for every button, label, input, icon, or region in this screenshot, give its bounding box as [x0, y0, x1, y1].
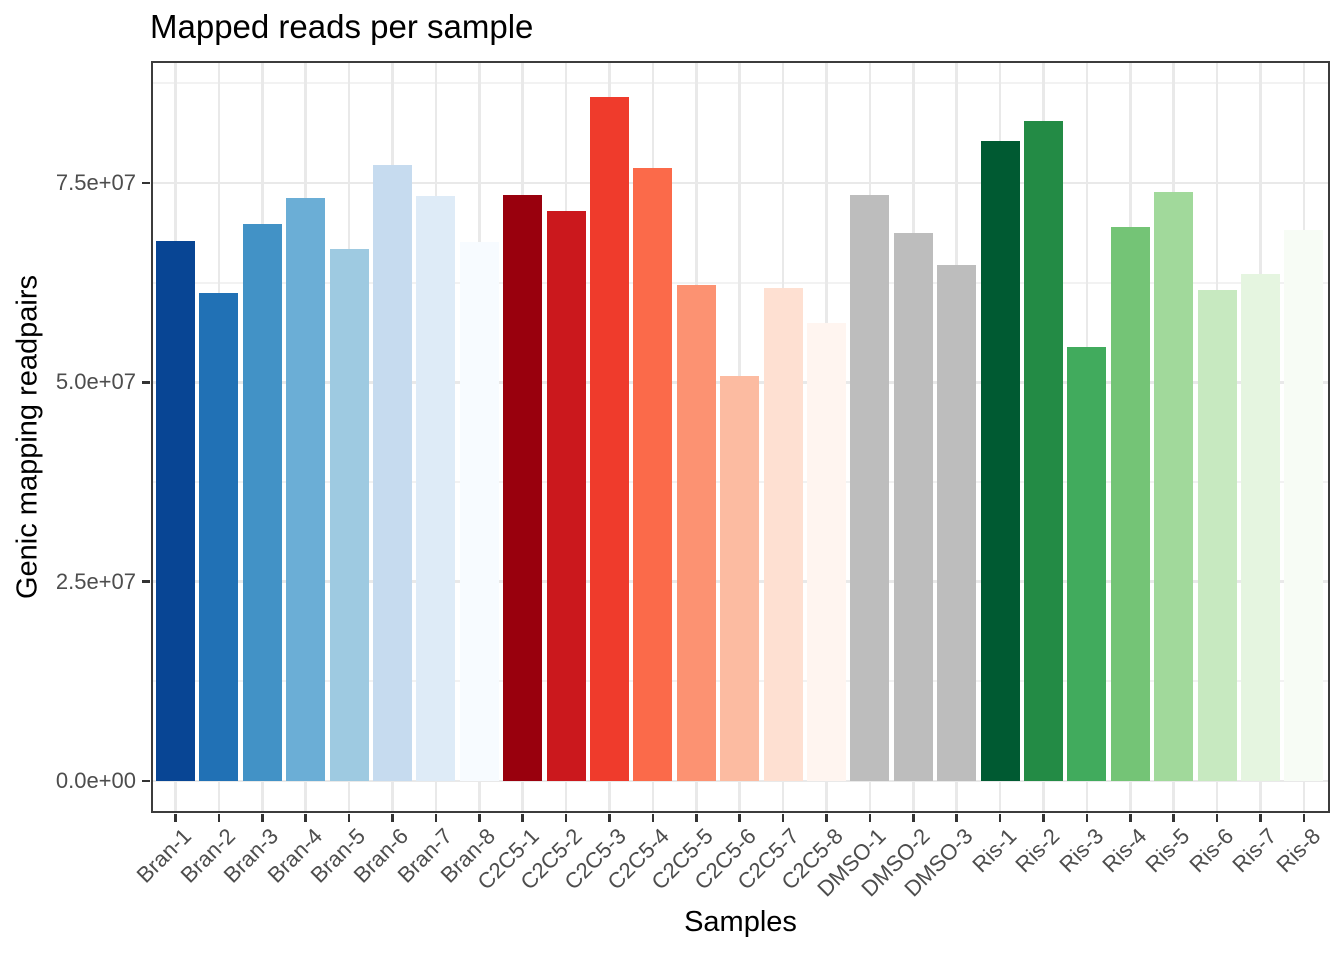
x-tick-label: Ris-5 [1140, 823, 1195, 878]
x-axis-tick [217, 813, 221, 822]
x-axis-tick [1259, 813, 1262, 822]
bar-Ris-6 [1197, 289, 1237, 781]
bar-C2C5-8 [807, 323, 846, 781]
x-axis-tick [478, 813, 481, 822]
y-tick-label: 2.5e+07 [55, 568, 136, 594]
x-tick-label: Ris-3 [1053, 823, 1108, 878]
bar-C2C5-4 [633, 167, 673, 781]
x-axis-tick [174, 813, 177, 822]
bar-Bran-4 [286, 198, 326, 781]
x-axis-tick [391, 813, 394, 822]
bar-C2C5-1 [503, 194, 543, 781]
x-tick-label: Ris-8 [1270, 823, 1325, 878]
x-axis-tick [998, 813, 1002, 822]
x-axis-tick [521, 813, 524, 822]
bar-C2C5-7 [763, 288, 803, 781]
x-axis-tick [955, 813, 958, 822]
x-axis-tick [912, 813, 915, 822]
x-axis-tick [781, 813, 785, 822]
x-axis-tick [651, 813, 655, 822]
bar-Bran-1 [156, 241, 195, 781]
bar-Bran-5 [329, 249, 369, 781]
x-axis-tick [1172, 813, 1175, 822]
x-axis-tick [738, 813, 741, 822]
bar-Bran-8 [459, 242, 499, 781]
x-axis-tick [1042, 813, 1045, 822]
x-tick-label: Ris-4 [1097, 823, 1152, 878]
plot-panel [151, 61, 1330, 813]
bar-C2C5-3 [590, 96, 629, 781]
x-axis-tick [868, 813, 872, 822]
bar-DMSO-1 [850, 194, 890, 781]
bar-Ris-5 [1154, 191, 1194, 781]
bar-C2C5-5 [676, 285, 716, 781]
bar-Bran-2 [199, 293, 239, 781]
x-axis-tick [434, 813, 438, 822]
x-axis-tick [1085, 813, 1089, 822]
x-axis-tick [261, 813, 264, 822]
bar-Ris-1 [980, 140, 1020, 781]
x-axis-tick [1302, 813, 1306, 822]
y-axis-tick [142, 580, 150, 583]
bar-Ris-2 [1024, 120, 1063, 781]
x-axis-tick [825, 813, 828, 822]
bar-Ris-7 [1241, 273, 1280, 781]
bar-DMSO-3 [937, 265, 977, 781]
bar-Ris-3 [1067, 347, 1107, 781]
x-axis-tick [608, 813, 611, 822]
x-tick-label: Ris-2 [1010, 823, 1065, 878]
bar-Bran-6 [373, 164, 412, 781]
x-axis-tick [1215, 813, 1219, 822]
x-tick-label: Ris-6 [1184, 823, 1239, 878]
bar-Ris-8 [1284, 230, 1324, 781]
bar-C2C5-2 [546, 210, 586, 781]
x-axis-tick [1129, 813, 1132, 822]
bar-Bran-7 [416, 195, 456, 781]
y-axis-tick [142, 181, 150, 185]
x-axis-tick [564, 813, 568, 822]
y-axis-title: Genic mapping readpairs [11, 274, 44, 600]
x-tick-label: Ris-7 [1227, 823, 1282, 878]
y-axis-tick [142, 381, 150, 384]
bar-Ris-4 [1110, 226, 1150, 781]
y-tick-label: 7.5e+07 [55, 170, 136, 195]
x-axis-title: Samples [684, 906, 797, 938]
y-tick-label: 0.0e+00 [55, 768, 136, 793]
y-axis-tick [142, 779, 150, 783]
chart-title: Mapped reads per sample [150, 8, 534, 45]
x-axis-tick [347, 813, 351, 822]
bar-Bran-3 [242, 223, 282, 781]
y-tick-label: 5.0e+07 [55, 369, 136, 395]
bar-C2C5-6 [720, 375, 760, 781]
x-axis-tick [695, 813, 698, 822]
x-tick-label: Ris-1 [967, 823, 1022, 878]
bar-DMSO-2 [893, 233, 933, 781]
x-axis-tick [304, 813, 307, 822]
